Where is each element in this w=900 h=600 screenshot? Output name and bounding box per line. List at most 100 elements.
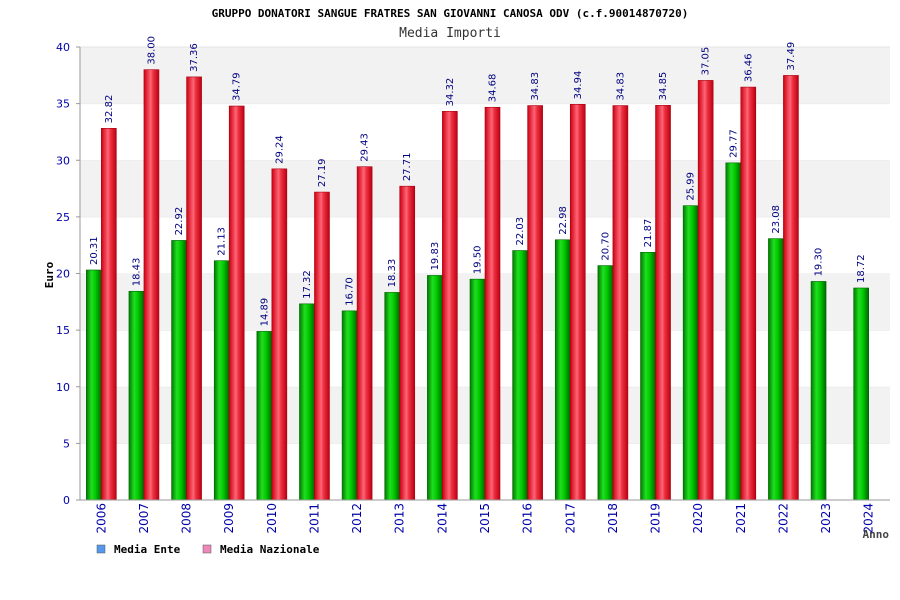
x-tick-label: 2022 — [776, 503, 790, 534]
x-tick-label: 2006 — [94, 503, 108, 534]
data-label-media-nazionale: 29.24 — [274, 135, 285, 164]
x-tick-label: 2015 — [478, 503, 492, 534]
x-tick-label: 2018 — [606, 503, 620, 534]
bar-media-ente — [256, 331, 273, 501]
bar-media-nazionale — [442, 111, 458, 501]
bar-media-nazionale — [783, 75, 799, 501]
data-label-media-nazionale: 37.36 — [189, 43, 200, 72]
data-label-media-ente: 25.99 — [686, 172, 697, 201]
data-label-media-ente: 16.70 — [345, 277, 356, 306]
x-tick-label: 2013 — [393, 503, 407, 534]
data-label-media-nazionale: 34.32 — [445, 78, 456, 107]
x-axis-label: Anno — [863, 528, 890, 541]
bar-media-ente — [682, 205, 699, 501]
x-tick-label: 2023 — [819, 503, 833, 534]
bar-media-ente — [512, 250, 528, 501]
data-label-media-nazionale: 27.19 — [317, 158, 328, 187]
y-tick-label: 0 — [63, 494, 70, 507]
bar-media-nazionale — [527, 105, 543, 501]
legend-label-media-nazionale: Media Nazionale — [220, 543, 320, 556]
chart-subtitle: Media Importi — [399, 26, 501, 41]
x-tick-label: 2011 — [307, 503, 321, 534]
y-tick-label: 15 — [56, 324, 70, 337]
y-tick-label: 20 — [56, 268, 70, 281]
y-axis-label: Euro — [43, 261, 56, 288]
x-tick-label: 2014 — [435, 503, 449, 534]
bar-media-ente — [213, 260, 230, 501]
data-label-media-nazionale: 36.46 — [743, 53, 754, 82]
x-tick-label: 2007 — [137, 503, 151, 534]
x-tick-label: 2017 — [563, 503, 577, 534]
data-label-media-ente: 20.70 — [600, 232, 611, 261]
bar-media-ente — [597, 265, 614, 501]
bar-media-nazionale — [484, 106, 501, 501]
bar-media-ente — [640, 252, 656, 501]
data-label-media-ente: 22.98 — [558, 206, 569, 235]
chart-title: GRUPPO DONATORI SANGUE FRATRES SAN GIOVA… — [212, 7, 689, 20]
bar-media-ente — [128, 290, 145, 501]
data-label-media-ente: 19.83 — [430, 242, 441, 271]
bar-media-ente — [384, 292, 401, 501]
data-label-media-nazionale: 34.94 — [573, 71, 584, 100]
data-label-media-ente: 21.13 — [217, 227, 228, 256]
bar-media-nazionale — [143, 69, 160, 501]
bar-media-ente — [853, 287, 869, 501]
data-label-media-ente: 18.43 — [131, 258, 142, 287]
x-tick-label: 2008 — [180, 503, 194, 534]
legend: Media Ente Media Nazionale — [96, 543, 320, 556]
bar-media-ente — [554, 239, 571, 501]
legend-label-media-ente: Media Ente — [114, 543, 181, 556]
bar-media-ente — [725, 162, 742, 501]
x-tick-label: 2019 — [649, 503, 663, 534]
data-label-media-ente: 23.08 — [771, 205, 782, 234]
x-tick-label: 2010 — [265, 503, 279, 534]
bar-media-nazionale — [697, 80, 714, 501]
bar-media-ente — [86, 269, 102, 501]
data-label-media-ente: 21.87 — [643, 219, 654, 248]
bar-media-ente — [810, 281, 827, 501]
data-label-media-ente: 18.33 — [387, 259, 398, 288]
data-label-media-ente: 20.31 — [89, 236, 100, 265]
x-tick-label: 2009 — [222, 503, 236, 534]
data-label-media-nazionale: 27.71 — [402, 153, 413, 182]
data-label-media-ente: 29.77 — [728, 129, 739, 158]
data-label-media-nazionale: 34.83 — [530, 72, 541, 101]
bars — [86, 69, 869, 501]
data-label-media-nazionale: 32.82 — [104, 95, 115, 124]
bar-media-nazionale — [655, 105, 671, 501]
y-tick-label: 40 — [56, 41, 70, 54]
bar-media-ente — [341, 310, 358, 501]
data-label-media-nazionale: 34.83 — [615, 72, 626, 101]
y-tick-label: 5 — [63, 437, 70, 450]
legend-swatch-media-ente — [96, 544, 106, 554]
data-label-media-ente: 17.32 — [302, 270, 313, 299]
x-tick-label: 2016 — [521, 503, 535, 534]
bar-media-nazionale — [271, 168, 288, 501]
bar-media-ente — [427, 275, 443, 501]
data-labels: 20.31 32.82 18.43 38.00 22.92 37.36 21.13 34.79… — [89, 36, 867, 326]
data-label-media-nazionale: 29.43 — [360, 133, 371, 162]
x-tick-label: 2012 — [350, 503, 364, 534]
y-tick-label: 30 — [56, 154, 70, 167]
y-tick-label: 25 — [56, 211, 70, 224]
y-tick-label: 35 — [56, 98, 70, 111]
x-tick-label: 2024 — [862, 503, 876, 534]
data-label-media-ente: 18.72 — [856, 254, 867, 283]
data-label-media-nazionale: 34.68 — [488, 74, 499, 103]
bar-media-nazionale — [101, 128, 117, 501]
data-label-media-nazionale: 34.79 — [232, 72, 243, 101]
bar-media-ente — [299, 303, 315, 501]
data-label-media-ente: 19.50 — [473, 246, 484, 275]
data-label-media-nazionale: 34.85 — [658, 72, 669, 101]
bar-media-ente — [768, 238, 784, 501]
data-label-media-nazionale: 37.49 — [786, 42, 797, 71]
bar-media-ente — [469, 278, 486, 501]
data-label-media-nazionale: 37.05 — [701, 47, 712, 76]
y-tick-label: 10 — [56, 381, 70, 394]
x-axis-ticks: 2006 2007 2008 2009 2010 2011 2012 2013 2014 2015… — [94, 503, 875, 534]
legend-swatch-media-nazionale — [202, 544, 212, 554]
bar-media-nazionale — [612, 105, 629, 501]
data-label-media-ente: 22.03 — [515, 217, 526, 246]
y-axis-ticks: 0 5 10 15 20 25 30 35 40 — [56, 41, 80, 507]
